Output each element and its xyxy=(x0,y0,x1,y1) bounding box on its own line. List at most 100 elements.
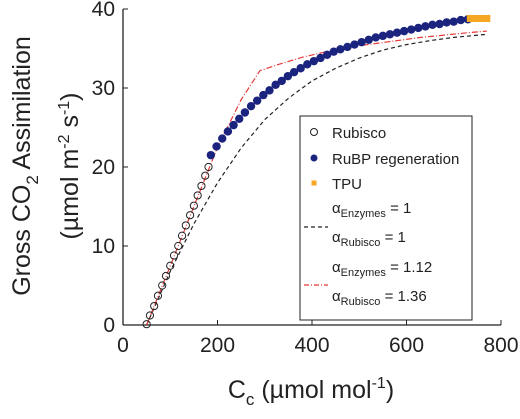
rubisco-point xyxy=(185,211,195,220)
rubp-point xyxy=(265,86,274,95)
legend-marker-rubisco xyxy=(310,128,318,136)
curve-alpha-1 xyxy=(146,33,487,326)
rubp-point xyxy=(218,134,227,143)
x-label-subscript: c xyxy=(246,390,255,409)
y-label-subscript: 2 xyxy=(23,175,42,184)
rubp-point xyxy=(414,23,423,33)
y-unit-part: (µmol m xyxy=(56,149,84,240)
legend: Rubisco RuBP regeneration TPU αEnzymes =… xyxy=(299,115,473,321)
alpha-symbol: α xyxy=(332,229,341,246)
y-tick-label: 0 xyxy=(103,314,115,337)
x-tick-label: 200 xyxy=(200,334,235,357)
x-label-part: (µmol mol xyxy=(254,376,371,404)
alpha-value: = 1.12 xyxy=(386,259,432,276)
x-label-part: ) xyxy=(386,376,394,404)
rubp-point xyxy=(357,37,366,47)
y-axis-label: Gross CO2 Assimilation xyxy=(8,36,42,296)
x-tick-label: 600 xyxy=(389,334,424,357)
rubp-point xyxy=(407,25,416,34)
alpha-symbol: α xyxy=(332,288,341,305)
y-label-part: Gross CO xyxy=(8,185,36,296)
rubisco-point xyxy=(177,231,187,240)
legend-box xyxy=(299,115,473,321)
legend-label-rubisco: Rubisco xyxy=(332,125,386,142)
rubp-point xyxy=(435,19,444,29)
rubisco-point xyxy=(193,191,202,200)
legend-marker-tpu xyxy=(311,180,317,186)
rubp-point xyxy=(350,40,359,49)
curve-alpha-fit xyxy=(146,30,487,326)
rubp-point xyxy=(206,150,216,160)
alpha-subscript: Enzymes xyxy=(341,267,387,279)
rubp-point xyxy=(399,26,409,36)
alpha-value: = 1.36 xyxy=(380,288,426,305)
rubisco-point xyxy=(161,271,171,281)
rubp-point xyxy=(442,18,451,27)
legend-fit2-rubisco: αRubisco = 1.36 xyxy=(332,288,427,308)
rubp-point xyxy=(296,64,305,73)
rubisco-point xyxy=(197,181,206,191)
rubp-point xyxy=(277,76,286,86)
rubp-point xyxy=(456,15,466,25)
rubp-point xyxy=(259,90,268,100)
rubp-point xyxy=(271,80,280,90)
tpu-point xyxy=(483,14,491,22)
data-points xyxy=(142,14,491,329)
rubisco-point xyxy=(189,201,198,210)
y-tick-label: 30 xyxy=(92,77,115,100)
rubp-point xyxy=(421,22,430,31)
rubisco-point xyxy=(201,171,210,180)
y-label-part: Assimilation xyxy=(8,36,36,175)
rubisco-point xyxy=(145,311,155,320)
legend-fit2-enzymes: αEnzymes = 1.12 xyxy=(332,259,432,279)
rubisco-point xyxy=(174,241,183,251)
model-curves xyxy=(146,30,487,326)
rubisco-point xyxy=(142,320,151,329)
y-tick-label: 40 xyxy=(92,0,115,21)
rubisco-point xyxy=(153,291,163,300)
x-tick-label: 800 xyxy=(483,334,518,357)
rubp-point xyxy=(235,114,244,124)
rubp-point xyxy=(449,17,458,26)
rubp-point xyxy=(240,108,250,117)
legend-label-rubp: RuBP regeneration xyxy=(332,151,459,168)
x-tick-label: 0 xyxy=(117,334,129,357)
alpha-subscript: Rubisco xyxy=(341,296,381,308)
alpha-subscript: Rubisco xyxy=(341,237,381,249)
rubp-point xyxy=(229,120,238,130)
alpha-value: = 1 xyxy=(386,200,411,217)
x-axis-label: Cc (µmol mol-1) xyxy=(228,375,394,409)
rubp-point xyxy=(283,71,293,81)
rubp-point xyxy=(343,42,352,52)
rubisco-point xyxy=(158,281,167,290)
x-label-part: C xyxy=(228,376,246,404)
y-unit-superscript: -1 xyxy=(56,101,73,115)
rubisco-point xyxy=(166,261,175,270)
rubisco-point xyxy=(169,251,179,260)
rubp-point xyxy=(322,50,332,60)
rubp-point xyxy=(336,45,345,54)
rubp-point xyxy=(246,101,256,111)
rubp-point xyxy=(385,30,395,39)
alpha-symbol: α xyxy=(332,200,341,217)
rubp-point xyxy=(364,35,373,45)
y-unit-part: s xyxy=(56,115,84,134)
alpha-symbol: α xyxy=(332,259,341,276)
alpha-value: = 1 xyxy=(380,229,405,246)
y-unit-superscript: -2 xyxy=(56,134,73,148)
legend-label-tpu: TPU xyxy=(332,176,362,193)
legend-fit1-rubisco: αRubisco = 1 xyxy=(332,229,406,249)
rubisco-point xyxy=(181,221,190,230)
rubp-point xyxy=(212,142,221,151)
rubisco-point xyxy=(150,301,159,311)
y-tick-label: 20 xyxy=(92,156,115,179)
rubp-point xyxy=(392,28,402,37)
rubp-point xyxy=(378,31,388,41)
alpha-subscript: Enzymes xyxy=(341,208,387,220)
y-axis-unit: (µmol m-2 s-1) xyxy=(56,92,84,239)
legend-marker-rubp xyxy=(310,154,318,162)
axes: 0 200 400 600 800 0 10 20 30 40 xyxy=(92,0,519,357)
rubp-point xyxy=(309,56,319,66)
rubp-point xyxy=(428,20,437,29)
